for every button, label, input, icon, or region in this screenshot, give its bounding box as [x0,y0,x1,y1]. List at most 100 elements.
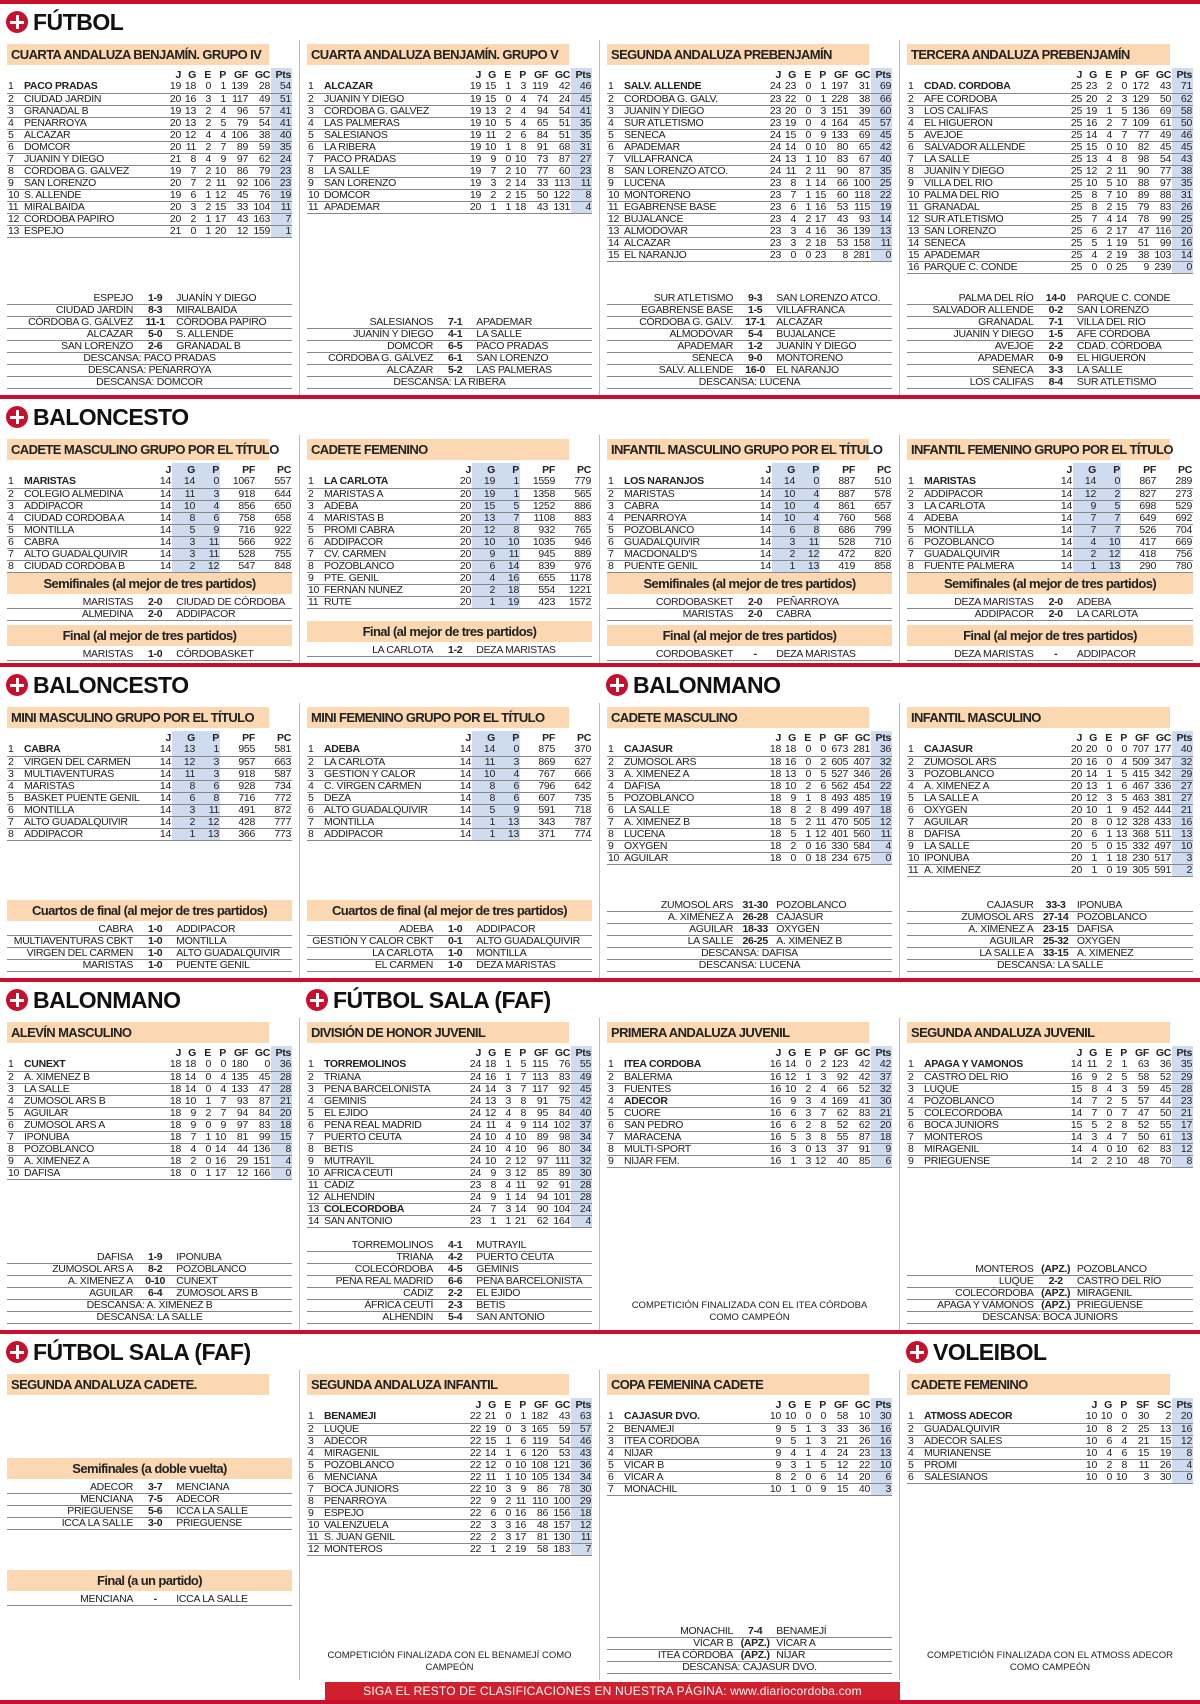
table-row: 1 CDAD. CÓRDOBA 25 23 2 0 172 43 71 [907,81,1193,94]
team-name-cell: AGUILAR [923,816,1068,829]
stat-cell: 16 [871,1435,892,1448]
stat-cell: 25 [1068,117,1083,130]
stat-cell: 8 [1113,153,1128,166]
stat-cell: 332 [1128,840,1150,853]
stat-cell: 119 [527,81,549,94]
stat-cell: 43 [549,1411,571,1424]
stat-cell: 18 [512,201,527,214]
stat-cell: 15 [1128,1447,1150,1460]
stat-cell: 2 [197,141,212,154]
stat-cell: 0 [782,249,797,262]
table-row: 1 BENAMEJÍ 22 21 0 1 182 43 63 [307,1411,592,1424]
table-row: 2 AFE CÓRDOBA 25 20 2 3 129 50 62 [907,93,1193,106]
table-row: 7 PUERTO CEUTA 24 10 4 10 89 98 34 [307,1131,592,1144]
stat-cell: 14 [1049,500,1073,513]
position-cell: 1 [7,744,23,757]
home-team: LA CARLOTA [372,644,434,656]
stat-cell: 787 [556,816,592,829]
stat-cell: 13 [482,105,497,118]
results-list: SUR ATLETISMO 9-3 SAN LORENZO ATCO. EGABREN… [607,293,892,389]
stat-cell: 66 [871,93,892,106]
stat-cell: 91 [527,1095,549,1108]
stat-cell: 32 [1172,756,1193,769]
team-header [623,68,767,81]
team-name-cell: MONTEROS [923,1131,1068,1144]
stat-cell: 20 [1068,744,1083,757]
result-row: VIRGEN DEL CARMEN 1-0 ALTO GUADALQUIVIR [7,948,292,960]
table-row: 9 OXYGÉN 18 2 0 16 330 584 4 [607,840,892,853]
stat-cell: 98 [1128,153,1150,166]
table-row: 3 ADECOR 22 15 1 6 119 54 46 [307,1435,592,1448]
team-name-cell: BASKET PUENTE GENIL [23,792,148,805]
score: 1-9 [148,292,163,304]
table-row: 4 MIRAGENIL 22 14 1 6 120 53 43 [307,1447,592,1460]
team-header [923,68,1068,81]
table-row: 1 APAGA Y VÁMONOS 14 11 2 1 63 36 35 [907,1059,1193,1072]
round-heading: Final (al mejor de tres partidos) [607,624,892,646]
stat-cell: 20 [271,1107,292,1120]
stat-cell: 14 [448,828,472,841]
home-team: JUANÍN Y DIEGO [953,328,1034,340]
stat-cell: 20 [212,225,227,238]
team-name-cell: ADDIPACOR [323,828,448,841]
position-cell: 1 [607,744,623,757]
stat-cell: 21 [482,1411,497,1424]
stat-cell: 8 [1113,1459,1128,1472]
position-cell: 4 [607,117,623,130]
table-row: 3 LUQUE 15 8 4 3 59 45 28 [907,1083,1193,1096]
competition-title: SEGUNDA ANDALUZA CADETE. [7,1374,270,1395]
panel-grid: CADETE MASCULINO GRUPO POR EL TÍTULO J G P P… [0,435,1200,663]
stat-cell: 20 [167,201,182,214]
stat-cell: 6 [182,189,197,202]
stat-cell: 25 [1068,201,1083,214]
stat-cell: 8 [496,524,520,537]
stat-cell: 55 [1150,1119,1172,1132]
stat-cell: 5 [782,1435,797,1448]
score: 8-3 [148,304,163,316]
position-cell: 14 [307,1215,323,1228]
stat-cell: 19 [1083,105,1098,118]
stat-cell: 444 [1150,804,1172,817]
stat-cell: 528 [820,536,856,549]
table-row: 7 ALTO GUADALQUIVIR 14 2 12 428 777 [7,816,292,829]
table-header-row: J G E P GF GC Pts [907,68,1193,81]
stat-cell: 12 [827,1459,849,1472]
stat-cell: 46 [571,1435,592,1448]
stat-cell: 0 [1098,744,1113,757]
team-name-cell: ZUMOSOL ARS A [23,1119,167,1132]
sport-header: BALONMANO [600,667,781,703]
team-name-cell: DAFISA [23,1167,167,1180]
score: 6-5 [448,340,463,352]
standings-panel: CADETE MASCULINO GRUPO POR EL TÍTULO J G P P… [0,435,300,663]
stat-cell: 17 [512,1531,527,1544]
stat-cell: 49 [571,1071,592,1084]
stat-cell: 928 [220,780,256,793]
stat-cell: 2 [1083,1155,1098,1168]
table-row: 1 MARISTAS 14 14 0 1067 557 [7,476,292,489]
column-header: GF [834,731,848,744]
table-row: 2 CASTRO DEL RÍO 16 9 2 5 58 52 29 [907,1071,1193,1084]
position-cell: 8 [307,1495,323,1508]
column-header: GF [1135,68,1149,81]
sport-headers: FÚTBOL SALA (FAF) VOLEIBOL [0,1334,1200,1370]
stat-cell: 22 [467,1411,482,1424]
position-cell: 10 [307,1167,323,1180]
stat-cell: 8 [182,153,197,166]
stat-cell: 130 [549,1531,571,1544]
away-team: MIRALBAIDA [176,304,237,316]
stat-cell: 2 [497,1543,512,1556]
stat-cell: 20 [448,548,472,561]
team-name-cell: COLEGIO ALMEDINA [23,488,148,501]
round-heading: Final (al mejor de tres partidos) [907,624,1193,646]
away-team: MUTRAYIL [476,1239,527,1251]
stat-cell: 505 [849,816,871,829]
stat-cell: 428 [220,816,256,829]
away-team: GRANADAL B [176,340,241,352]
stat-cell: 861 [820,500,856,513]
stat-cell: 12 [482,1107,497,1120]
stat-cell: 13 [782,768,797,781]
stat-cell: 14 [1049,488,1073,501]
stat-cell: 89 [527,1131,549,1144]
stat-cell: 41 [849,1095,871,1108]
